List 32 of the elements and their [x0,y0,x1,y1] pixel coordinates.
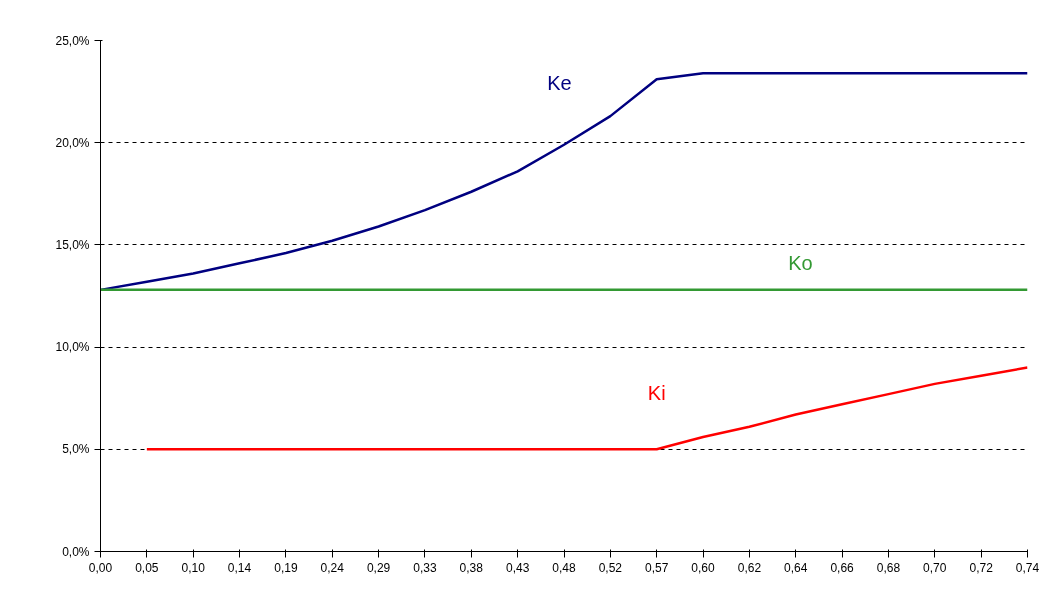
text: Ki [647,382,666,405]
series-label: Ko [788,251,813,274]
x-tick-label: 0,48 [552,560,576,575]
x-tick-label: 0,33 [413,560,437,575]
x-tick-label: 0,66 [830,560,855,575]
y-tick-label: 15,0% [55,237,90,252]
y-tick-label: 20,0% [55,135,90,150]
x-tick-label: 0,24 [320,560,345,575]
y-tick-label: 10,0% [55,340,90,355]
x-tick-label: 0,38 [459,560,484,575]
x-tick-label: 0,64 [784,560,808,575]
x-tick-label: 0,43 [505,560,530,575]
y-tick-label: 5,0% [62,442,90,457]
x-tick-label: 0,57 [645,560,669,575]
x-tick-label: 0,19 [274,560,298,575]
x-tick-label: 0,68 [876,560,901,575]
x-tick-label: 0,14 [227,560,252,575]
x-tick-label: 0,10 [181,560,206,575]
x-tick-label: 0,29 [366,560,391,575]
x-tick-label: 0,72 [969,560,994,575]
y-tick-label: 0,0% [62,544,90,559]
x-tick-label: 0,70 [923,560,947,575]
x-tick-label: 0,05 [135,560,159,575]
series-label: Ke [547,71,572,94]
y-tick-label: 25,0% [55,33,90,48]
x-tick-label: 0,00 [88,560,113,575]
x-tick-label: 0,74 [1015,560,1040,575]
x-tick-label: 0,60 [691,560,716,575]
line-series [100,71,1028,292]
x-tick-label: 0,52 [598,560,623,575]
x-tick-label: 0,62 [737,560,762,575]
line-series [145,366,1028,451]
